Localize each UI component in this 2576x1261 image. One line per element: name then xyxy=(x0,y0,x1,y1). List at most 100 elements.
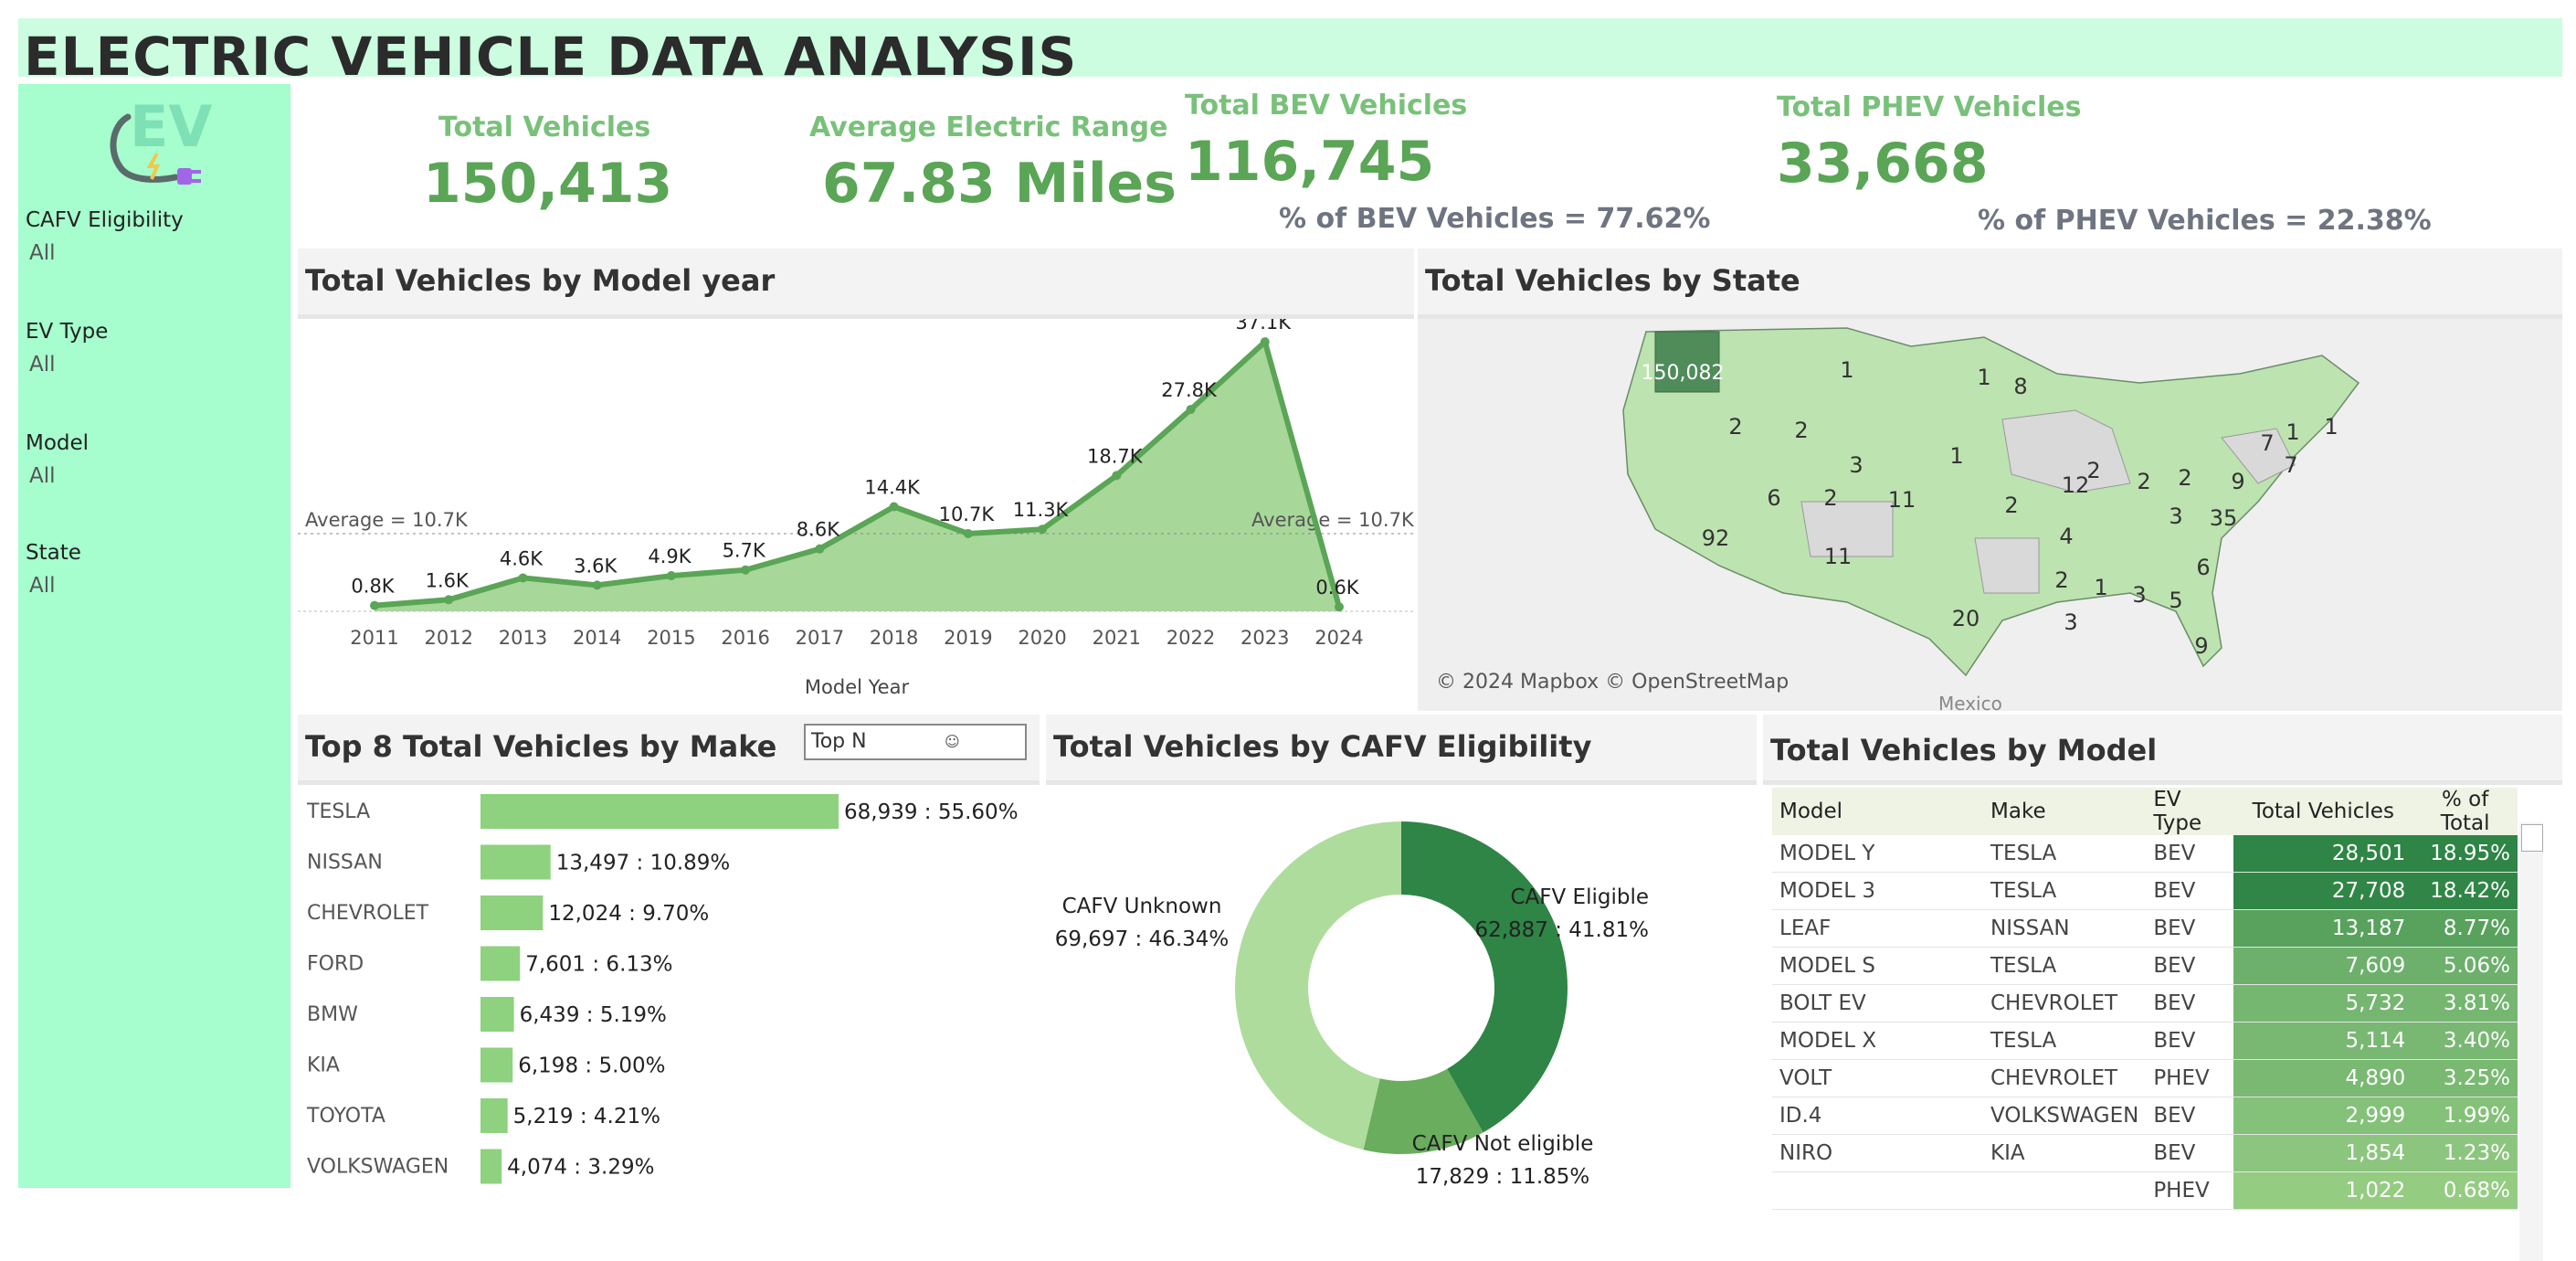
bar-label: 5,219 : 4.21% xyxy=(513,1105,660,1129)
panel-model-table: Total Vehicles by Model Model Make EV Ty… xyxy=(1763,715,2562,1261)
col-header-percent-total[interactable]: % of Total xyxy=(2412,788,2518,835)
table-header-row: Model Make EV Type Total Vehicles % of T… xyxy=(1772,788,2518,835)
x-tick-label: 2020 xyxy=(1018,627,1066,649)
table-row[interactable]: ID.4 VOLKSWAGEN BEV 2,999 1.99% xyxy=(1772,1097,2518,1135)
data-label: 27.8K xyxy=(1161,379,1218,401)
cell-model: VOLT xyxy=(1772,1059,1983,1097)
table-row[interactable]: VOLT CHEVROLET PHEV 4,890 3.25% xyxy=(1772,1059,2518,1097)
state-count-label: 9 xyxy=(2231,469,2244,494)
cell-make: CHEVROLET xyxy=(1983,1059,2147,1097)
slice-label: CAFV Not eligible xyxy=(1412,1132,1594,1156)
cell-model: ID.4 xyxy=(1772,1097,1983,1135)
category-label: CHEVROLET xyxy=(307,902,429,925)
data-point xyxy=(1038,525,1048,535)
kpi-bev-label: Total BEV Vehicles xyxy=(1185,90,1468,122)
data-point xyxy=(963,528,973,538)
cell-make: KIA xyxy=(1983,1134,2147,1172)
donut-slice xyxy=(1401,821,1568,1133)
state-count-label: 7 xyxy=(2284,452,2297,478)
average-label-right: Average = 10.7K xyxy=(1251,509,1414,531)
state-count-label: 2 xyxy=(1794,418,1808,443)
table-row[interactable]: MODEL X TESLA BEV 5,114 3.40% xyxy=(1772,1022,2518,1060)
col-header-total-vehicles[interactable]: Total Vehicles xyxy=(2233,788,2413,835)
col-header-ev-type[interactable]: EV Type xyxy=(2146,788,2234,835)
state-count-label: 1 xyxy=(2286,419,2299,445)
x-tick-label: 2024 xyxy=(1314,627,1363,649)
cell-percent-total: 1.23% xyxy=(2412,1134,2518,1172)
state-count-label: 2 xyxy=(2054,567,2068,593)
table-row[interactable]: PHEV 1,022 0.68% xyxy=(1772,1171,2518,1210)
top-n-input[interactable]: Top N ☺ xyxy=(804,724,1027,760)
dashboard-title: ELECTRIC VEHICLE DATA ANALYSIS xyxy=(24,26,1078,88)
panel-header: Total Vehicles by Model year xyxy=(298,249,1414,319)
cell-ev-type: BEV xyxy=(2146,947,2234,985)
state-count-label: 3 xyxy=(2064,609,2077,635)
cell-total-vehicles: 28,501 xyxy=(2233,835,2413,873)
panel-make: Top 8 Total Vehicles by Make Top N ☺ TES… xyxy=(298,715,1040,1188)
donut-slice xyxy=(1363,1068,1483,1154)
table-row[interactable]: BOLT EV CHEVROLET BEV 5,732 3.81% xyxy=(1772,984,2518,1023)
filter-label-cafv: CAFV Eligibility xyxy=(26,208,184,232)
filter-label-state: State xyxy=(26,541,81,565)
cell-make: TESLA xyxy=(1983,947,2147,985)
table-scrollbar[interactable] xyxy=(2519,822,2543,1261)
top-n-label: Top N xyxy=(811,730,867,753)
kpi-phev-value: 33,668 xyxy=(1777,132,1989,196)
state-count-label: 6 xyxy=(1767,485,1780,511)
filter-ev-type-select[interactable]: All xyxy=(29,353,56,376)
cell-make xyxy=(1983,1171,2147,1210)
cell-model: MODEL X xyxy=(1772,1022,1983,1060)
table-scrollbar-thumb[interactable] xyxy=(2521,824,2543,852)
bar-label: 4,074 : 3.29% xyxy=(507,1156,654,1180)
cell-total-vehicles: 2,999 xyxy=(2233,1097,2413,1135)
filter-model-select[interactable]: All xyxy=(29,464,56,488)
bar-label: 6,198 : 5.00% xyxy=(518,1054,665,1078)
data-label: 5.7K xyxy=(723,540,766,562)
filter-state-select[interactable]: All xyxy=(29,574,56,598)
cell-percent-total: 0.68% xyxy=(2412,1171,2518,1210)
donut-slice xyxy=(1235,821,1401,1150)
table-row[interactable]: MODEL Y TESLA BEV 28,501 18.95% xyxy=(1772,835,2518,873)
x-tick-label: 2011 xyxy=(350,627,398,649)
map-label-mexico: Mexico xyxy=(1938,693,2002,711)
category-label: VOLKSWAGEN xyxy=(307,1156,449,1179)
col-header-model[interactable]: Model xyxy=(1772,788,1983,835)
state-count-label: 5 xyxy=(2169,588,2182,613)
state-count-label: 3 xyxy=(2132,582,2146,608)
panel-header: Total Vehicles by Model xyxy=(1763,715,2562,785)
average-label-left: Average = 10.7K xyxy=(305,509,469,531)
category-label: TOYOTA xyxy=(306,1105,385,1128)
state-count-label: 9 xyxy=(2194,633,2208,659)
logo-text: EV xyxy=(130,93,212,160)
cell-ev-type: PHEV xyxy=(2146,1171,2234,1210)
table-row[interactable]: MODEL S TESLA BEV 7,609 5.06% xyxy=(1772,947,2518,985)
category-label: NISSAN xyxy=(307,852,383,874)
cell-model xyxy=(1772,1171,1983,1210)
title-bar: ELECTRIC VEHICLE DATA ANALYSIS xyxy=(18,18,2562,88)
cell-percent-total: 1.99% xyxy=(2412,1097,2518,1135)
kpi-avg-range-label: Average Electric Range xyxy=(809,111,1168,143)
slice-value-label: 62,887 : 41.81% xyxy=(1474,918,1649,942)
state-count-label: 150,082 xyxy=(1642,362,1725,385)
kpi-avg-range-value: 67.83 Miles xyxy=(822,152,1177,216)
x-tick-label: 2018 xyxy=(870,627,918,649)
cell-total-vehicles: 5,114 xyxy=(2233,1022,2413,1060)
table-row[interactable]: MODEL 3 TESLA BEV 27,708 18.42% xyxy=(1772,872,2518,910)
data-point xyxy=(889,502,899,512)
cell-total-vehicles: 7,609 xyxy=(2233,947,2413,985)
data-label: 10.7K xyxy=(939,503,996,525)
col-header-make[interactable]: Make xyxy=(1983,788,2147,835)
state-count-label: 11 xyxy=(1824,544,1853,569)
bar-label: 68,939 : 55.60% xyxy=(844,800,1019,824)
filter-cafv-select[interactable]: All xyxy=(29,241,56,265)
data-point xyxy=(741,565,751,575)
cell-make: TESLA xyxy=(1983,835,2147,873)
panel-state-map: Total Vehicles by State 150,082 1 8 2 2 3 1 6 2 1… xyxy=(1418,249,2562,711)
bar xyxy=(480,946,521,981)
table-row[interactable]: LEAF NISSAN BEV 13,187 8.77% xyxy=(1772,909,2518,948)
table-row[interactable]: NIRO KIA BEV 1,854 1.23% xyxy=(1772,1134,2518,1172)
state-count-label: 7 xyxy=(2260,430,2274,456)
data-point xyxy=(815,544,825,554)
cell-ev-type: BEV xyxy=(2146,835,2234,873)
